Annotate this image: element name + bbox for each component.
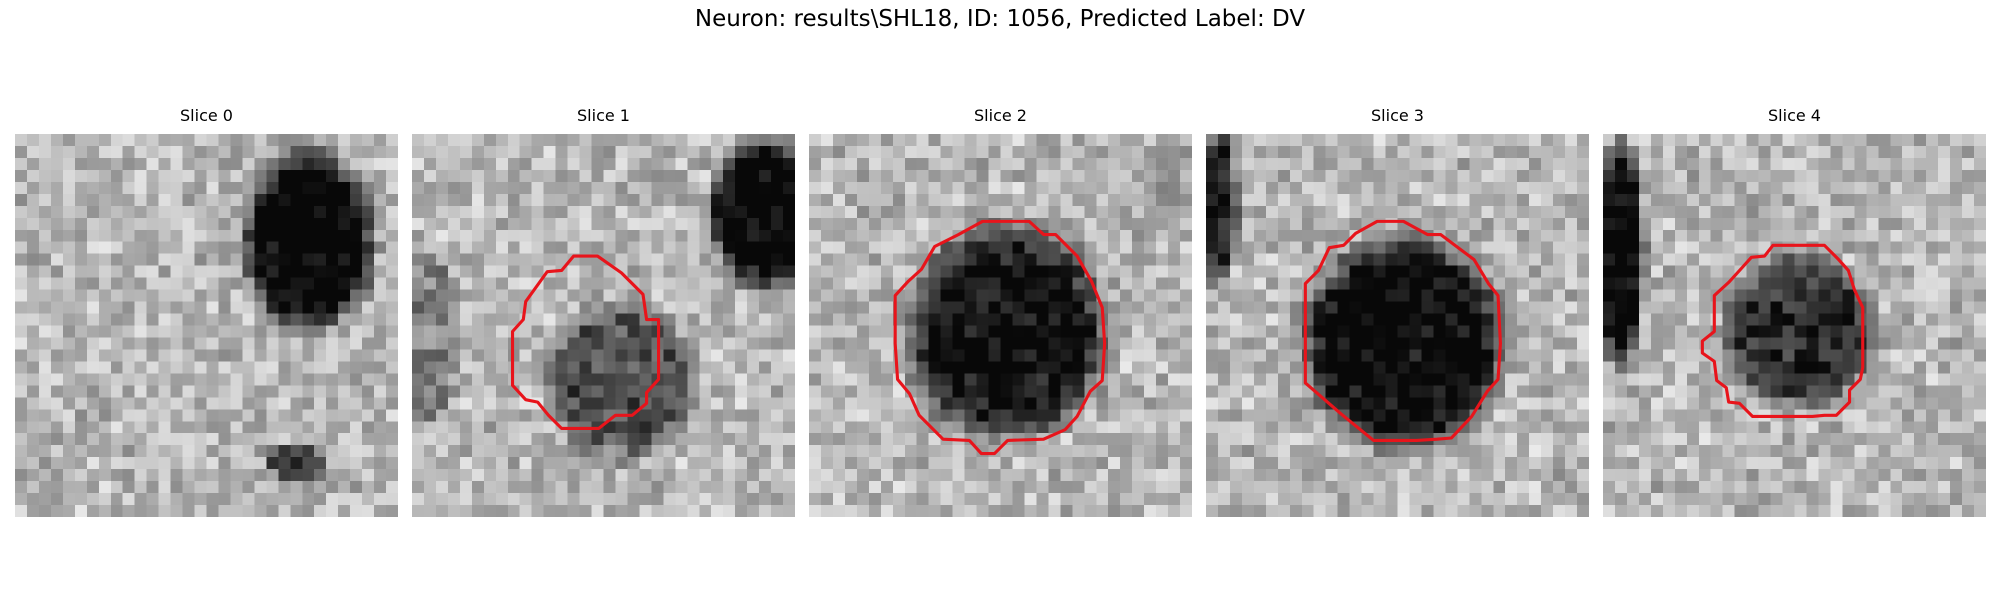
figure-title: Neuron: results\SHL18, ID: 1056, Predict…: [694, 6, 1306, 32]
slice-title: Slice 1: [577, 106, 630, 125]
slice-panel-1: Slice 1: [412, 106, 795, 517]
slice-title: Slice 2: [974, 106, 1027, 125]
slice-title: Slice 0: [180, 106, 233, 125]
slice-panel-3: Slice 3: [1206, 106, 1589, 517]
segmentation-contour: [1700, 243, 1865, 419]
slice-panel-2: Slice 2: [809, 106, 1192, 517]
segmentation-contour: [1303, 219, 1502, 442]
segmentation-contour: [510, 254, 661, 430]
slice-title: Slice 4: [1768, 106, 1821, 125]
segmentation-contour: [893, 219, 1107, 456]
slice-image: [15, 134, 398, 517]
slice-image: [1603, 134, 1986, 517]
slice-panel-0: Slice 0: [15, 106, 398, 517]
slice-image: [1206, 134, 1589, 517]
slice-image: [809, 134, 1192, 517]
slice-title: Slice 3: [1371, 106, 1424, 125]
slice-panel-4: Slice 4: [1603, 106, 1986, 517]
slice-image: [412, 134, 795, 517]
